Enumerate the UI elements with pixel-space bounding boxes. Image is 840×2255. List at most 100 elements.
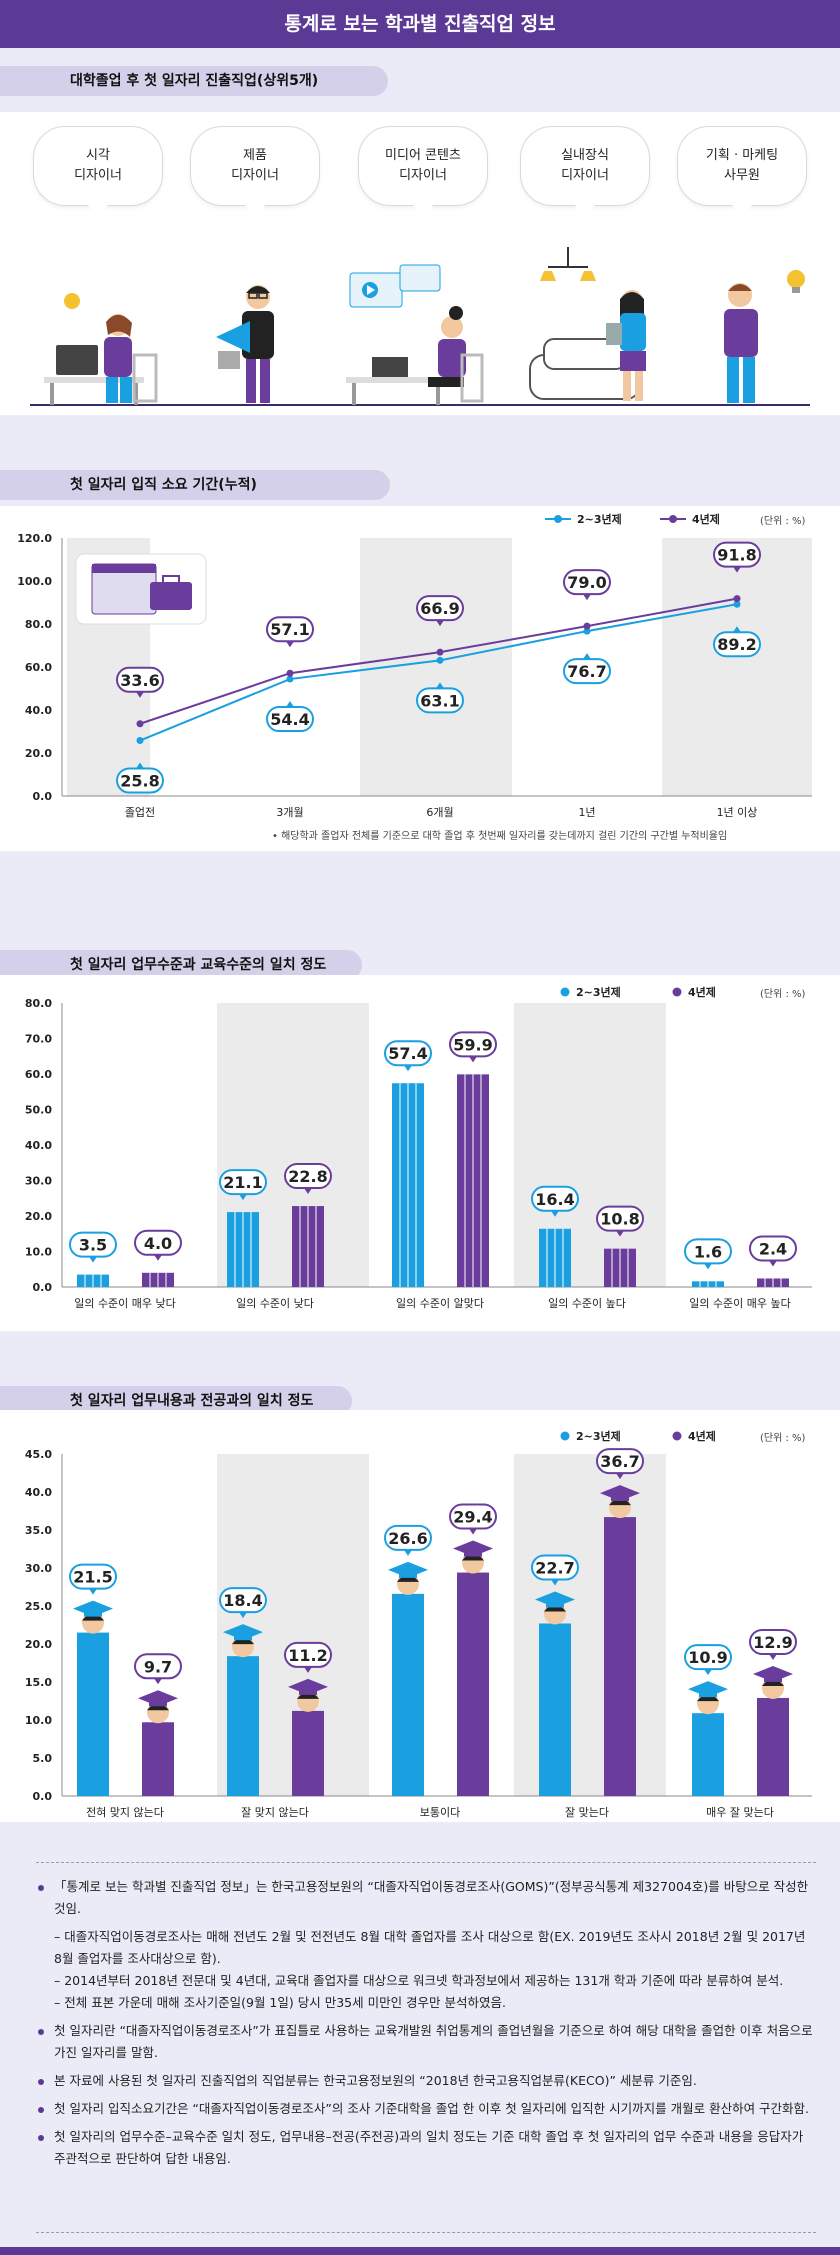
data-label: 57.4 bbox=[388, 1044, 427, 1063]
unit-label: (단위 : %) bbox=[760, 989, 806, 1000]
note-item: 「통계로 보는 학과별 진출직업 정보」는 한국고용정보원의 “대졸자직업이동경… bbox=[36, 1876, 816, 1920]
y-tick-label: 0.0 bbox=[33, 790, 53, 803]
y-tick-label: 80.0 bbox=[25, 997, 52, 1010]
job-3-line2: 디자이너 bbox=[399, 168, 447, 183]
major-panel: 2~3년제 4년제 (단위 : %) 0.0 5.0 10.0 15.0 20.0 25.… bbox=[0, 1410, 840, 1822]
bar bbox=[227, 1656, 259, 1796]
job-bubble-4: 실내장식 디자이너 bbox=[520, 126, 650, 206]
bar bbox=[757, 1697, 789, 1796]
graduation-cap-band-icon bbox=[84, 1610, 102, 1617]
legend-label-b: 4년제 bbox=[688, 1430, 716, 1443]
data-label: 36.7 bbox=[600, 1452, 639, 1471]
bar bbox=[77, 1632, 109, 1796]
legend-dot-purple-icon bbox=[672, 987, 682, 997]
bar bbox=[692, 1713, 724, 1796]
graduation-cap-icon bbox=[753, 1665, 793, 1682]
y-tick-label: 40.0 bbox=[25, 704, 52, 717]
y-tick-label: 45.0 bbox=[25, 1448, 52, 1461]
period-footnote-text: 해당학과 졸업자 전체를 기준으로 대학 졸업 후 첫번째 일자리를 갖는데까지… bbox=[281, 831, 728, 842]
data-label-pointer bbox=[769, 1653, 777, 1660]
x-tick-label: 일의 수준이 매우 높다 bbox=[689, 1296, 791, 1310]
data-point bbox=[583, 622, 591, 630]
data-label-badge bbox=[563, 658, 611, 685]
data-label-badge bbox=[266, 616, 314, 643]
data-label-pointer bbox=[404, 1549, 412, 1556]
bubble-tail bbox=[732, 205, 752, 219]
y-tick-label: 50.0 bbox=[25, 1104, 52, 1117]
y-tick-label: 0.0 bbox=[33, 1790, 53, 1803]
data-label-badge bbox=[713, 631, 761, 658]
x-tick-label: 잘 맞지 않는다 bbox=[241, 1806, 309, 1819]
note-subitem: – 2014년부터 2018년 전문대 및 4년대, 교육대 졸업자를 대상으로… bbox=[54, 1973, 784, 1988]
data-label-pointer bbox=[733, 566, 741, 573]
period-footnote: • 해당학과 졸업자 전체를 기준으로 대학 졸업 후 첫번째 일자리를 갖는데… bbox=[272, 831, 728, 842]
data-label: 22.8 bbox=[288, 1167, 327, 1186]
x-tick-label: 6개월 bbox=[426, 806, 453, 819]
data-label-badge bbox=[384, 1040, 432, 1067]
x-tick-label: 잘 맞는다 bbox=[565, 1806, 609, 1819]
bubble-tail bbox=[245, 205, 265, 219]
y-tick-label: 25.0 bbox=[25, 1600, 52, 1613]
y-tick-label: 30.0 bbox=[25, 1175, 52, 1188]
data-point bbox=[436, 648, 444, 656]
job-bubble-1: 시각 디자이너 bbox=[33, 126, 163, 206]
data-label: 29.4 bbox=[453, 1508, 492, 1527]
media-designer-illustration bbox=[346, 264, 484, 405]
data-label-pointer bbox=[616, 1473, 624, 1480]
y-tick-label: 60.0 bbox=[25, 661, 52, 674]
bar-chart-major: 0.0 5.0 10.0 15.0 20.0 25.0 30.0 35.0 40.0 45.0 전혀… bbox=[25, 1448, 812, 1819]
data-label: 16.4 bbox=[535, 1190, 574, 1209]
x-tick-label: 보통이다 bbox=[420, 1806, 460, 1819]
job-2-line1: 제품 bbox=[243, 148, 267, 163]
period-panel: 2~3년제 4년제 (단위 : %) 0.0 20.0 40.0 60.0 80.0 10… bbox=[0, 506, 840, 851]
data-label: 76.7 bbox=[567, 662, 606, 681]
data-label-pointer bbox=[239, 1194, 247, 1201]
visual-designer-illustration bbox=[44, 293, 158, 405]
data-label: 4.0 bbox=[144, 1234, 172, 1253]
job-5-line1: 기획 · 마케팅 bbox=[705, 148, 779, 163]
legend-dot-blue-icon bbox=[560, 1431, 570, 1441]
data-label: 10.9 bbox=[688, 1648, 727, 1667]
job-5-line2: 사무원 bbox=[724, 168, 760, 183]
job-3-line1: 미디어 콘텐츠 bbox=[385, 148, 461, 163]
notes-divider bbox=[36, 1862, 816, 1863]
x-tick-label: 일의 수준이 높다 bbox=[548, 1296, 626, 1310]
graduation-cap-band-icon bbox=[611, 1495, 629, 1502]
note-item: 본 자료에 사용된 첫 일자리 진출직업의 직업분류는 한국고용정보원의 “20… bbox=[36, 2070, 816, 2092]
data-label-badge bbox=[531, 1554, 579, 1581]
bubble-tail bbox=[413, 205, 433, 219]
job-bubble-3: 미디어 콘텐츠 디자이너 bbox=[358, 126, 488, 206]
data-label-pointer bbox=[286, 641, 294, 648]
legend-2-3yr: 2~3년제 bbox=[560, 1428, 621, 1444]
data-point bbox=[436, 656, 444, 664]
data-label: 91.8 bbox=[717, 546, 756, 565]
data-point bbox=[286, 669, 294, 677]
data-label: 54.4 bbox=[270, 710, 309, 729]
legend-label-a: 2~3년제 bbox=[577, 513, 622, 526]
y-tick-label: 0.0 bbox=[33, 1281, 53, 1294]
data-label: 25.8 bbox=[120, 772, 159, 791]
line-chart-period: 0.0 20.0 40.0 60.0 80.0 100.0 120.0 졸업전 3개월 6개월 1년… bbox=[17, 532, 812, 819]
data-label-badge bbox=[449, 1031, 497, 1058]
data-label-pointer bbox=[616, 1230, 624, 1237]
graduation-cap-band-icon bbox=[546, 1601, 564, 1608]
job-4-line2: 디자이너 bbox=[561, 168, 609, 183]
data-label: 21.1 bbox=[223, 1173, 262, 1192]
legend-4yr: 4년제 bbox=[672, 984, 716, 1000]
y-tick-label: 5.0 bbox=[33, 1752, 53, 1765]
x-tick-label: 1년 이상 bbox=[717, 806, 758, 819]
bar bbox=[292, 1710, 324, 1796]
legend-4yr: 4년제 bbox=[672, 1428, 716, 1444]
data-label-badge bbox=[219, 1169, 267, 1196]
data-label: 33.6 bbox=[120, 671, 159, 690]
data-label: 12.9 bbox=[753, 1633, 792, 1652]
y-tick-label: 15.0 bbox=[25, 1676, 52, 1689]
legend-dot-purple-icon bbox=[672, 1431, 682, 1441]
job-2-line2: 디자이너 bbox=[231, 168, 279, 183]
note-subitem: – 대졸자직업이동경로조사는 매해 전년도 2월 및 전전년도 8월 대학 졸업… bbox=[54, 1929, 806, 1966]
data-label: 63.1 bbox=[420, 691, 459, 710]
bar bbox=[457, 1572, 489, 1796]
y-tick-label: 120.0 bbox=[17, 532, 52, 545]
level-panel: 2~3년제 4년제 (단위 : %) 0.0 10.0 20.0 30.0 40.0 50… bbox=[0, 975, 840, 1331]
x-tick-label: 일의 수준이 알맞다 bbox=[396, 1296, 484, 1310]
